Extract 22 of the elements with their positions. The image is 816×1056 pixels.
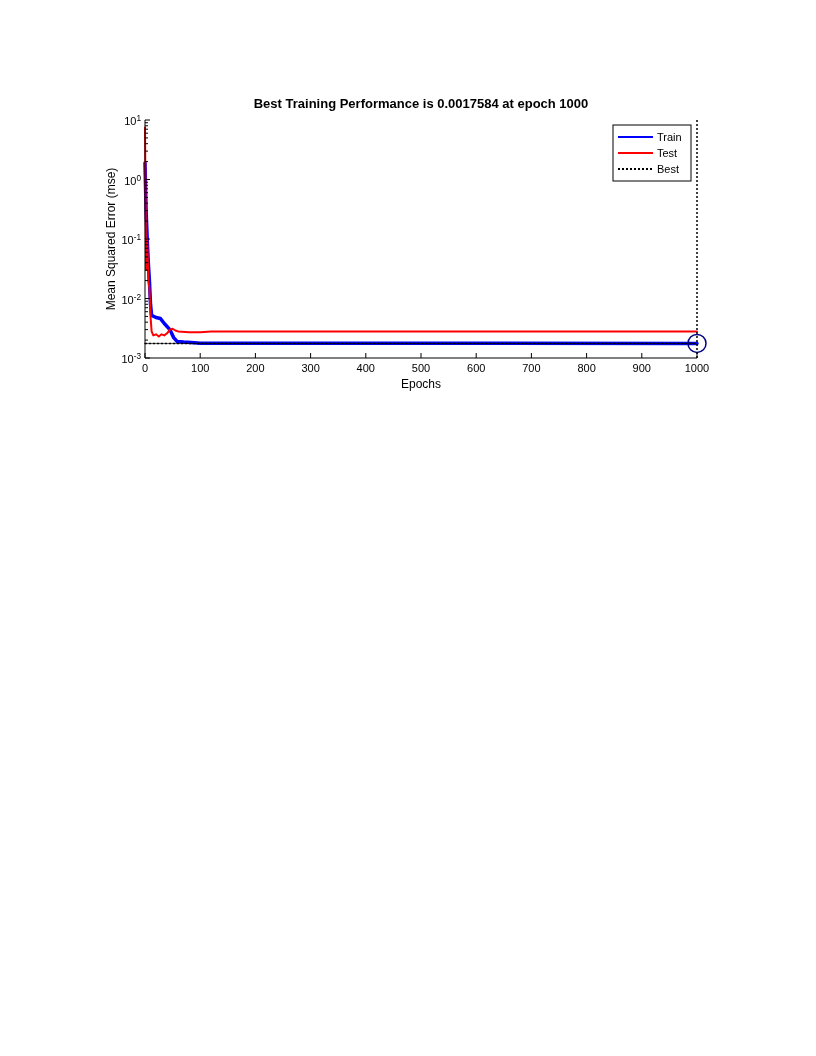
x-tick-label: 800 [577, 362, 596, 374]
x-tick-label: 500 [411, 362, 431, 374]
x-axis-title: Epochs [400, 377, 442, 391]
x-tick-label: 700 [522, 362, 541, 374]
y-tick-label: 10$^{1}$ [124, 113, 142, 127]
y-axis-title: Mean Squared Error (mse) [104, 167, 118, 311]
y-tick-label: 10$^{-1}$ [121, 232, 142, 246]
x-tick-label: 400 [356, 362, 375, 374]
chart-title: Best Training Performance is 0.0017584 at epoch 1000 [253, 96, 589, 111]
legend-label: Test [657, 147, 678, 159]
x-tick-label: 200 [246, 362, 265, 374]
legend-label: Train [657, 131, 682, 143]
x-tick-label: 300 [301, 362, 320, 374]
y-tick-label: 10$^{-3}$ [121, 351, 142, 365]
x-tick-label: 600 [467, 362, 486, 374]
x-tick-label: 0 [141, 362, 149, 374]
legend-label: Best [657, 163, 680, 175]
y-tick-label: 10$^{-2}$ [121, 292, 142, 306]
x-tick-label: 900 [632, 362, 651, 374]
x-tick-label: 100 [191, 362, 210, 374]
x-tick-label: 1000 [684, 362, 710, 374]
y-tick-label: 10$^{0}$ [124, 173, 142, 187]
